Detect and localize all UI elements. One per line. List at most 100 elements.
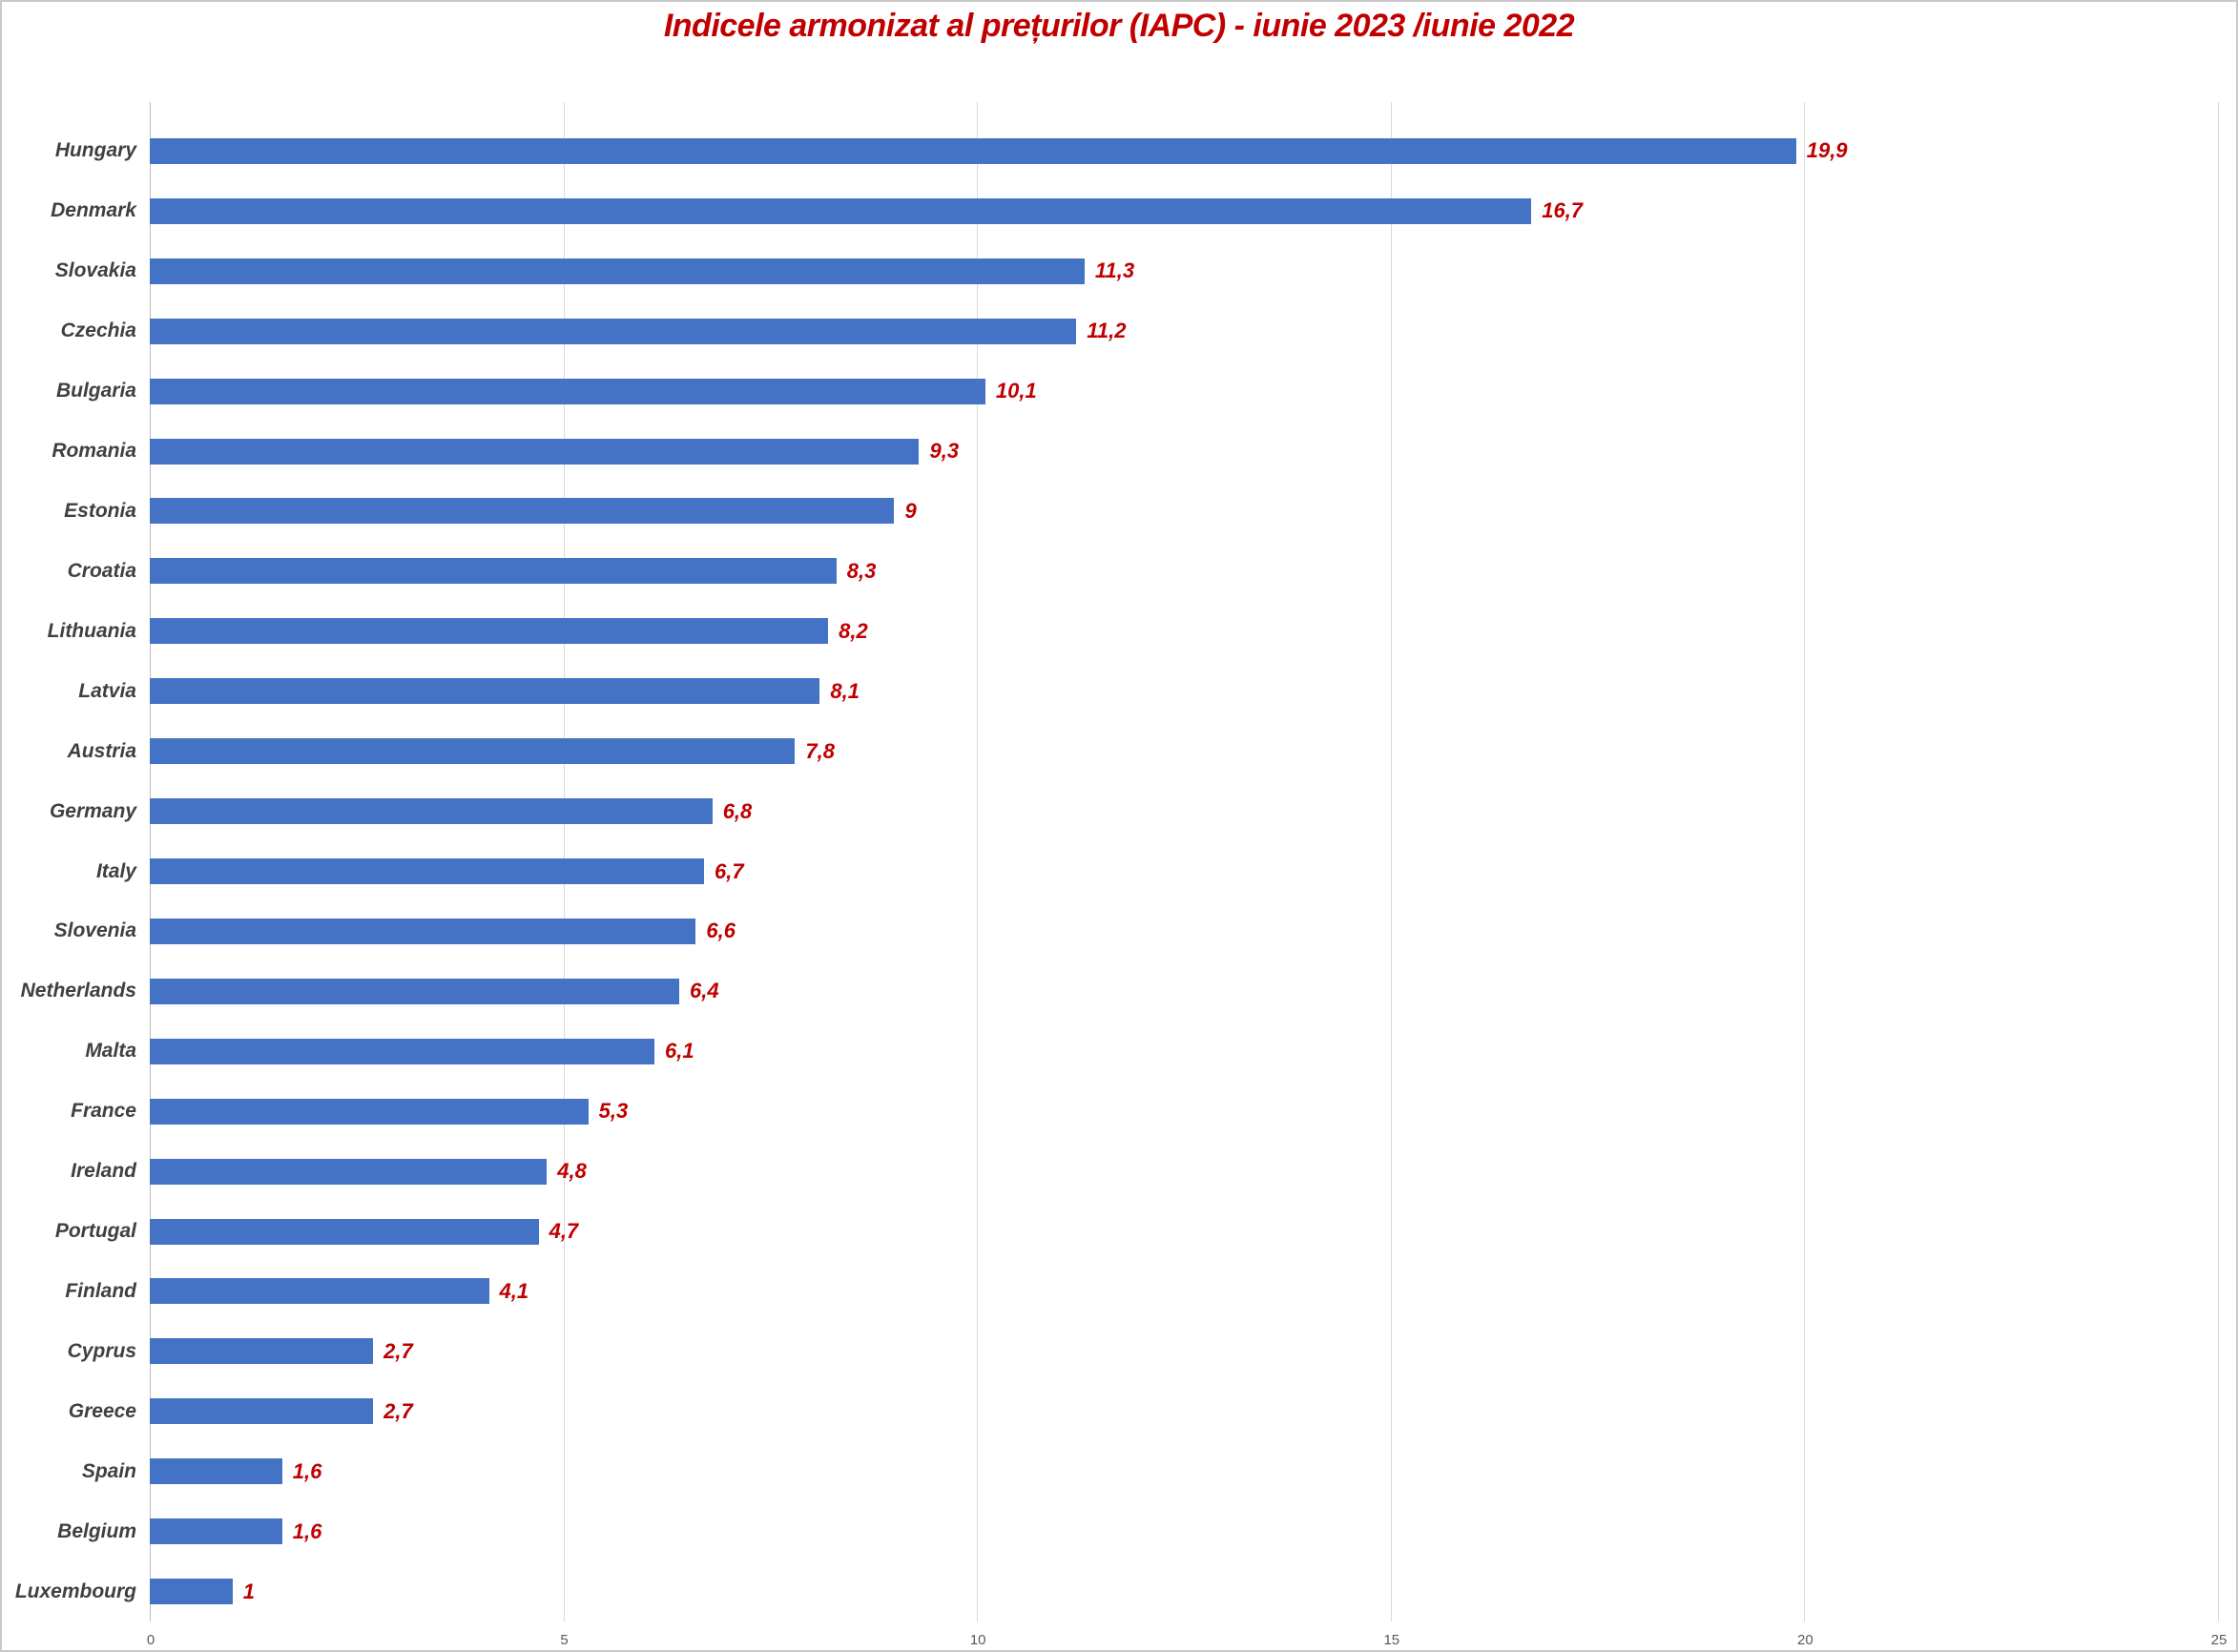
plot-area: 0 5 10 15 20 25 Hungary 19,9 Denmark 16,7 Slovakia… — [15, 102, 2227, 1648]
bar — [150, 378, 985, 404]
category-label: France — [71, 1100, 136, 1123]
category-label: Portugal — [54, 1220, 136, 1243]
value-label: 2,7 — [383, 1338, 413, 1363]
bar-row: Slovenia 6,6 — [54, 901, 2218, 961]
gridline: 10 — [970, 102, 986, 1648]
chart-title: Indicele armonizat al prețurilor (IAPC) … — [663, 8, 1575, 44]
x-tick-label: 15 — [1383, 1632, 1400, 1648]
bar — [150, 798, 713, 825]
bar — [150, 258, 1085, 284]
value-label: 5,3 — [598, 1099, 629, 1124]
value-label: 4,8 — [557, 1159, 587, 1184]
x-tick-label: 10 — [969, 1632, 986, 1648]
bar-row: France 5,3 — [71, 1082, 2218, 1142]
bar — [150, 1278, 489, 1305]
value-label: 11,2 — [1087, 319, 1127, 343]
bar — [150, 678, 820, 705]
bar-row: Latvia 8,1 — [78, 661, 2218, 721]
category-label: Greece — [68, 1399, 136, 1422]
bar — [150, 858, 705, 885]
value-label: 7,8 — [805, 738, 835, 763]
bar-row: Austria 7,8 — [68, 721, 2218, 781]
bar-row: Germany 6,8 — [50, 781, 2218, 841]
value-label: 1,6 — [292, 1518, 322, 1543]
value-label: 6,1 — [664, 1039, 694, 1063]
value-label: 1,6 — [292, 1458, 322, 1483]
bar — [150, 1338, 374, 1365]
bar — [150, 558, 837, 585]
bar-row: Greece 2,7 — [69, 1381, 2218, 1441]
bar — [150, 318, 1077, 344]
bar — [150, 1518, 282, 1545]
bar-row: Hungary 19,9 — [55, 121, 2218, 181]
category-label: Cyprus — [67, 1339, 136, 1362]
bar — [150, 1579, 233, 1605]
bar-row: Cyprus 2,7 — [68, 1321, 2218, 1381]
bar-row: Netherlands 6,4 — [21, 961, 2218, 1022]
value-label: 9 — [904, 498, 917, 523]
category-label: Estonia — [64, 499, 136, 522]
value-label: 8,1 — [830, 678, 860, 703]
bar-row: Czechia 11,2 — [61, 301, 2218, 361]
value-label: 6,4 — [690, 979, 719, 1003]
gridline: 25 — [2211, 102, 2227, 1648]
bar-row: Croatia 8,3 — [68, 541, 2218, 601]
bar-row: Ireland 4,8 — [71, 1142, 2218, 1202]
bar — [150, 1038, 654, 1064]
gridline: 15 — [1383, 102, 1399, 1648]
category-label: Slovenia — [53, 919, 136, 942]
value-label: 9,3 — [929, 439, 960, 464]
value-label: 1 — [242, 1579, 255, 1603]
category-label: Ireland — [71, 1160, 136, 1183]
value-label: 16,7 — [1542, 198, 1584, 223]
bar-row: Bulgaria 10,1 — [56, 361, 2218, 422]
bar-row: Belgium 1,6 — [57, 1501, 2218, 1561]
value-label: 6,7 — [715, 858, 744, 883]
category-label: Denmark — [51, 199, 136, 222]
bar — [150, 438, 920, 465]
bar-row: Luxembourg 1 — [15, 1561, 2218, 1621]
bar-row: Spain 1,6 — [82, 1441, 2218, 1501]
bar — [150, 1098, 589, 1125]
category-label: Bulgaria — [55, 380, 136, 403]
category-label: Austria — [67, 739, 136, 762]
value-label: 8,2 — [839, 618, 868, 643]
bar — [150, 918, 696, 944]
bar — [150, 137, 1796, 164]
category-label: Belgium — [57, 1519, 136, 1542]
bar-row: Finland 4,1 — [65, 1262, 2218, 1322]
bar — [150, 978, 679, 1004]
bar-row: Romania 9,3 — [52, 422, 2218, 482]
x-tick-label: 25 — [2210, 1632, 2228, 1648]
gridline: 20 — [1797, 102, 1813, 1648]
bar-row: Slovakia 11,3 — [55, 241, 2218, 301]
category-label: Spain — [81, 1459, 136, 1482]
category-label: Finland — [65, 1279, 136, 1302]
category-label: Netherlands — [20, 980, 136, 1002]
bar — [150, 498, 895, 525]
category-label: Germany — [49, 799, 136, 822]
category-label: Latvia — [78, 679, 136, 702]
value-label: 8,3 — [846, 558, 877, 583]
category-label: Lithuania — [47, 619, 136, 642]
value-label: 2,7 — [383, 1398, 413, 1423]
bar-row: Italy 6,7 — [96, 841, 2218, 901]
bar-row: Lithuania 8,2 — [48, 601, 2218, 661]
bar — [150, 1458, 282, 1485]
bar — [150, 618, 829, 645]
category-label: Croatia — [67, 559, 136, 582]
bar — [150, 1158, 548, 1185]
value-label: 19,9 — [1806, 138, 1848, 163]
value-label: 4,1 — [499, 1278, 529, 1303]
x-tick-label: 0 — [146, 1632, 155, 1648]
bar — [150, 197, 1532, 224]
bar — [150, 1218, 539, 1245]
bar-row: Malta 6,1 — [85, 1022, 2218, 1082]
x-tick-label: 5 — [560, 1632, 569, 1648]
x-tick-label: 20 — [1797, 1632, 1813, 1648]
bar-rows: Hungary 19,9 Denmark 16,7 Slovakia 11,3 Czechi… — [15, 121, 2218, 1621]
value-label: 6,8 — [722, 798, 753, 823]
category-label: Czechia — [60, 320, 136, 342]
category-label: Luxembourg — [14, 1580, 136, 1602]
